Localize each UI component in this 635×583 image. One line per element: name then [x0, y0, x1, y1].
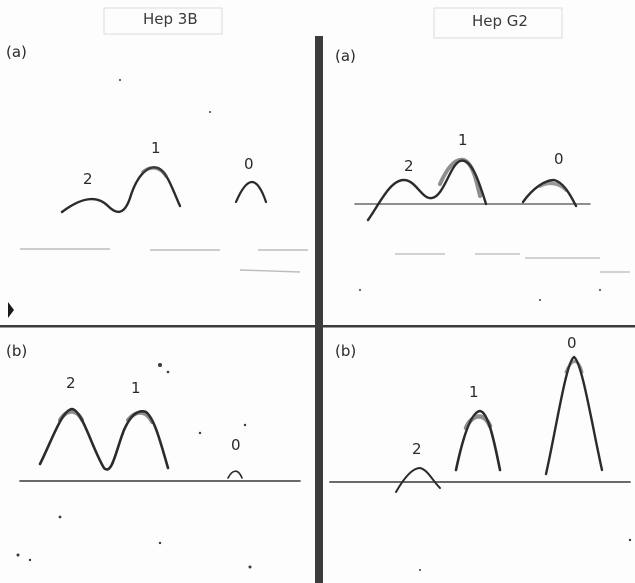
- panel-label-hepg2-b: (b): [335, 342, 357, 360]
- peak-label-1: 1: [151, 139, 161, 157]
- peak-label-1: 1: [469, 383, 479, 401]
- scan-specks: [16, 79, 632, 571]
- peak-label-2: 2: [83, 170, 93, 188]
- peak-label-0: 0: [244, 155, 254, 173]
- peak-label-0: 0: [231, 436, 241, 454]
- faint-title-box: [103, 7, 223, 35]
- peak-label-2: 2: [404, 157, 414, 175]
- vertical-divider: [315, 36, 323, 583]
- horizontal-divider: [0, 325, 635, 328]
- peak-label-0: 0: [567, 334, 577, 352]
- peak-label-2: 2: [66, 374, 76, 392]
- panel-label-hepg2-a: (a): [335, 47, 356, 65]
- panel-label-hep3b-b: (b): [6, 342, 28, 360]
- trace-hepg2-b: [329, 355, 631, 493]
- column-title-hep3b: Hep 3B: [143, 10, 198, 28]
- trace-hep3b-a: [60, 166, 268, 214]
- column-title-hepg2: Hep G2: [472, 12, 528, 30]
- peak-label-1: 1: [131, 379, 141, 397]
- trace-hepg2-a: [354, 157, 591, 222]
- peak-label-2: 2: [412, 440, 422, 458]
- faint-baselines-hep3b-a: [20, 248, 308, 273]
- faint-baselines-hepg2-a: [395, 253, 630, 273]
- faint-title-box: [433, 7, 563, 39]
- peak-label-0: 0: [554, 150, 564, 168]
- edge-mark: [8, 302, 14, 318]
- peak-label-1: 1: [458, 131, 468, 149]
- panel-label-hep3b-a: (a): [6, 43, 27, 61]
- trace-hep3b-b: [19, 407, 301, 482]
